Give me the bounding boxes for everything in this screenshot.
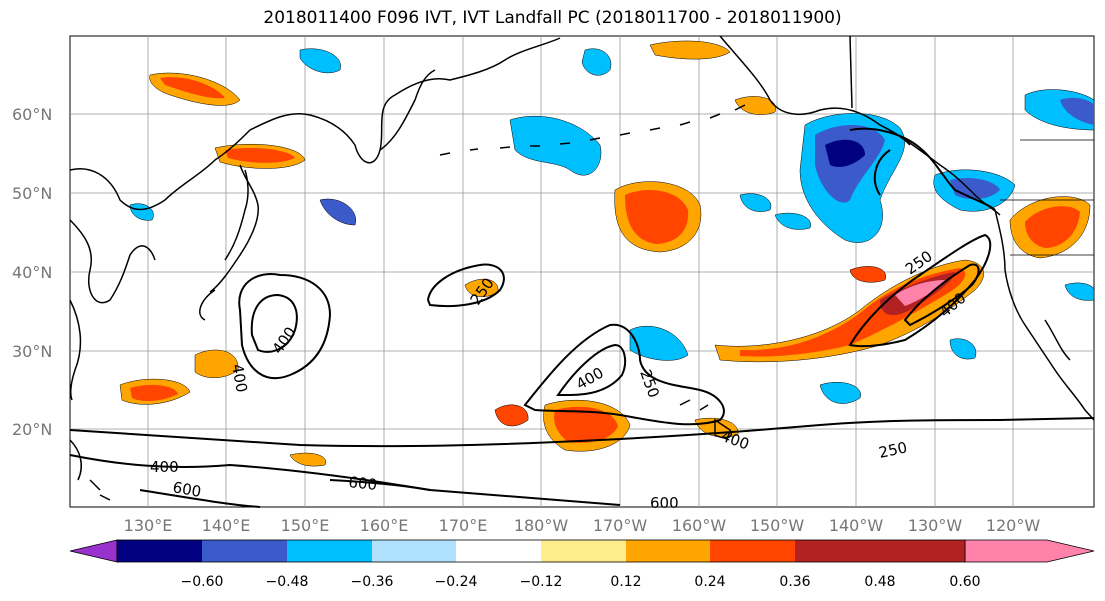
contour-label: 600 [650,494,679,512]
colorbar-segment [795,540,880,562]
lat-label: 50°N [12,184,52,203]
lon-label: 150°W [750,516,805,535]
colorbar-tick: 0.48 [864,574,895,590]
lon-label: 120°W [986,516,1041,535]
colorbar-segment [372,540,456,562]
colorbar-segment [287,540,372,562]
colorbar-tick: −0.24 [435,574,478,590]
colorbar-segment [202,540,287,562]
contour-label: 600 [348,473,378,494]
colorbar-segment [117,540,202,562]
colorbar-segment [456,540,541,562]
colorbar-segment [710,540,795,562]
ivt-shading [119,40,1095,467]
lon-label: 180°W [514,516,569,535]
coastlines [69,35,1095,501]
contour-label: 250 [877,438,909,462]
lon-label: 170°W [593,516,648,535]
colorbar-segment [541,540,626,562]
colorbar-tick: −0.12 [520,574,563,590]
colorbar-tick: 0.24 [694,574,725,590]
map-title: 2018011400 F096 IVT, IVT Landfall PC (20… [263,8,842,28]
map-panel: 250 250 250 250 400 400 400 400 400 400 … [69,35,1095,512]
colorbar: −0.60 −0.48 −0.36 −0.24 −0.12 0.12 0.24 … [69,539,1095,590]
colorbar-segment [880,540,965,562]
colorbar-tick: −0.60 [181,574,224,590]
lon-label: 160°E [360,516,409,535]
colorbar-extend-low [69,539,118,563]
lat-label: 60°N [12,105,52,124]
lon-label: 140°W [829,516,884,535]
lon-label: 130°W [908,516,963,535]
colorbar-tick: −0.48 [266,574,309,590]
contour-label: 400 [150,458,179,476]
colorbar-tick: 0.36 [779,574,810,590]
lat-label: 40°N [12,263,52,282]
contour-label: 400 [228,363,251,394]
colorbar-tick: −0.36 [351,574,394,590]
colorbar-tick: 0.60 [949,574,980,590]
lon-label: 140°E [202,516,251,535]
colorbar-segment [626,540,710,562]
lon-label: 150°E [281,516,330,535]
lon-label: 130°E [124,516,173,535]
lat-label: 30°N [12,342,52,361]
latitude-labels: 60°N 50°N 40°N 30°N 20°N [12,105,52,439]
longitude-labels: 130°E 140°E 150°E 160°E 170°E 180°W 170°… [124,516,1041,535]
lon-label: 160°W [672,516,727,535]
lat-label: 20°N [12,420,52,439]
ivt-contours [69,127,1095,508]
gridlines [70,36,1094,507]
colorbar-tick: 0.12 [610,574,641,590]
contour-label: 600 [171,478,202,501]
lon-label: 170°E [439,516,488,535]
colorbar-extend-high [964,539,1095,563]
